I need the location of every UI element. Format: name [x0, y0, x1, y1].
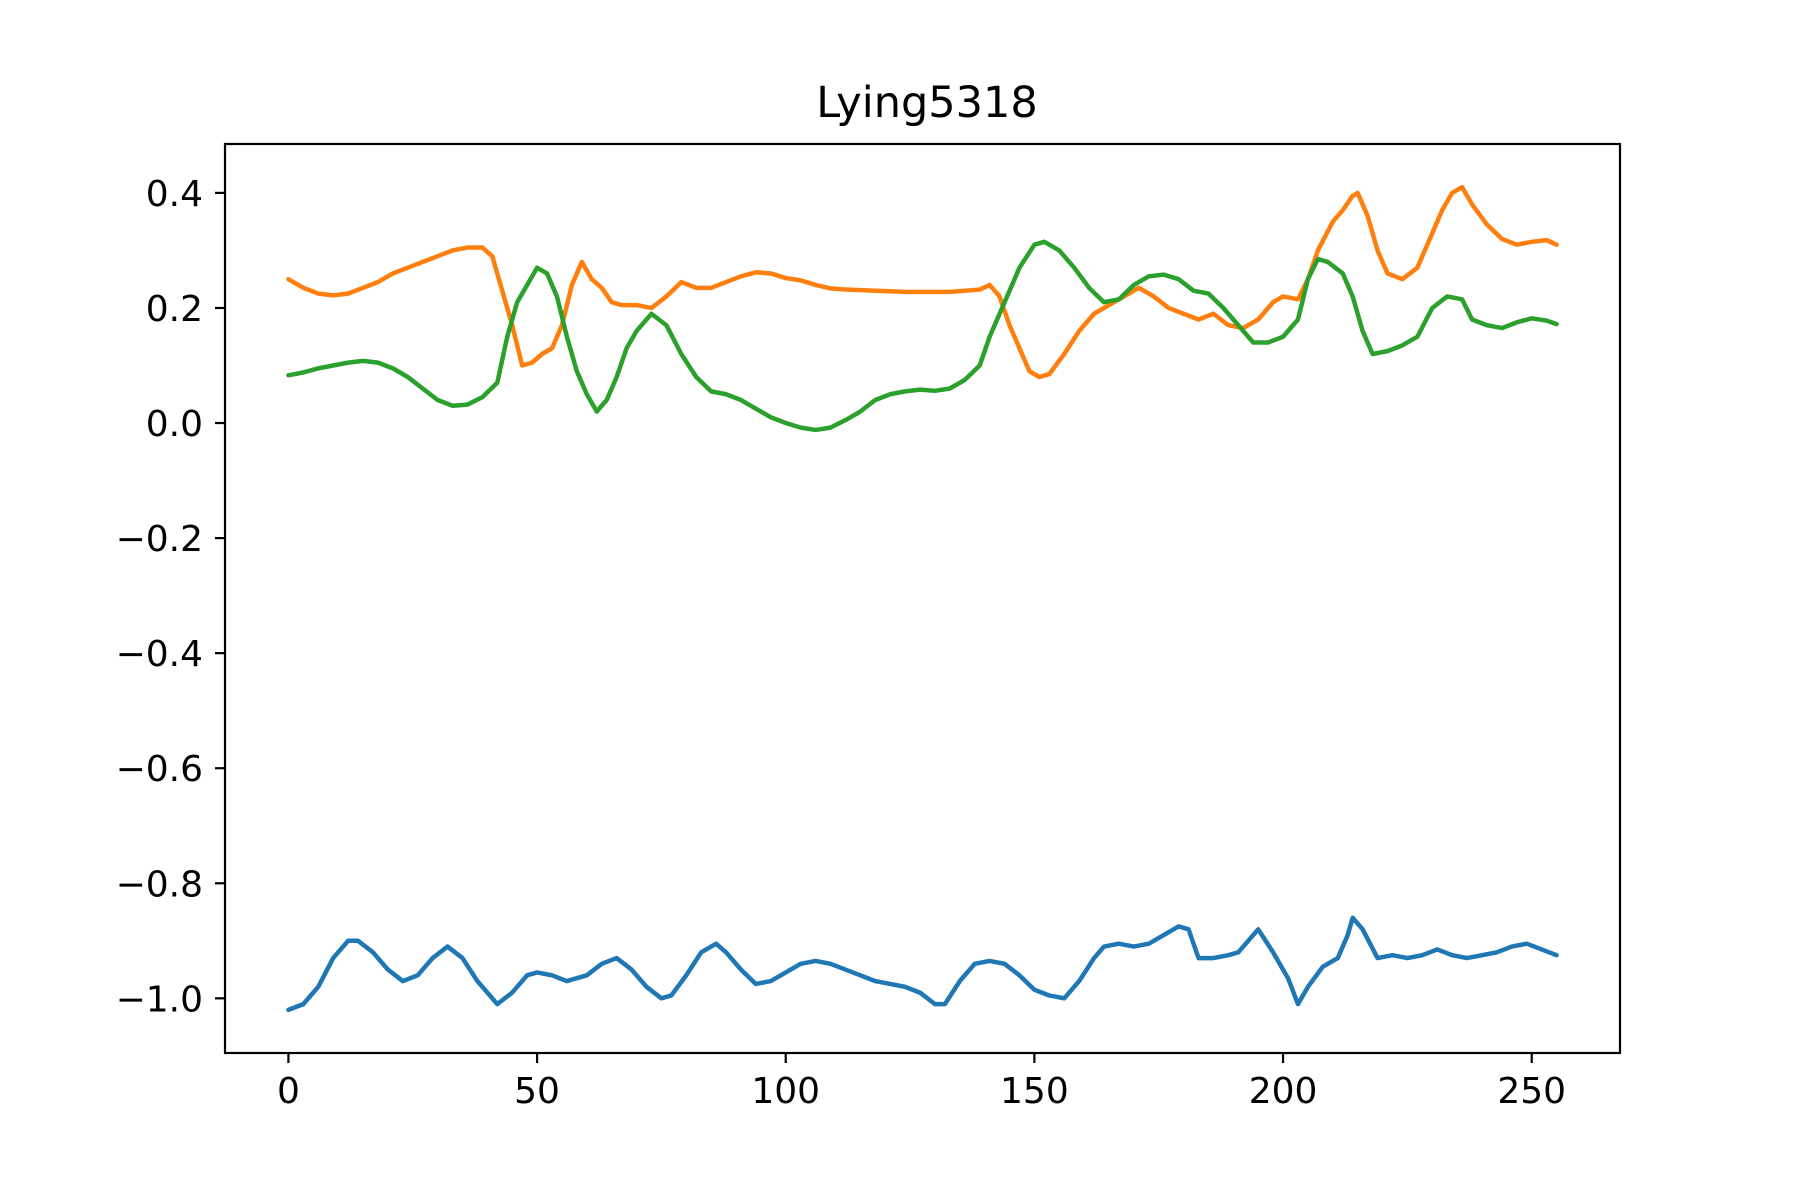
series-group — [286, 184, 1559, 1013]
x-tick-label: 150 — [1000, 1071, 1069, 1112]
plot-frame — [223, 142, 1622, 1055]
x-tick-label: 250 — [1497, 1071, 1566, 1112]
axis-ticks-group: 0 50 100 150 200 250 0.4 0.2 0.0 −0.2 −0.4 −0.6 −0.8… — [116, 174, 1567, 1112]
y-tick-label: −0.8 — [116, 864, 203, 905]
x-tick-label: 100 — [751, 1071, 820, 1112]
y-tick-label: −0.6 — [116, 749, 203, 790]
y-tick-label: −0.2 — [116, 519, 203, 560]
series-line-1 — [286, 915, 1559, 1013]
y-tick-label: −0.4 — [116, 634, 203, 675]
x-tick-label: 0 — [277, 1071, 300, 1112]
series-line-3 — [286, 239, 1559, 433]
x-tick-label: 50 — [514, 1071, 560, 1112]
series-line-2 — [286, 184, 1559, 380]
plot-area-background — [225, 144, 1620, 1053]
y-tick-label: −1.0 — [116, 979, 203, 1020]
y-tick-label: 0.4 — [146, 174, 203, 215]
x-tick-label: 200 — [1249, 1071, 1318, 1112]
y-tick-label: 0.0 — [146, 404, 203, 445]
chart-title: Lying5318 — [816, 78, 1037, 128]
y-tick-label: 0.2 — [146, 289, 203, 330]
